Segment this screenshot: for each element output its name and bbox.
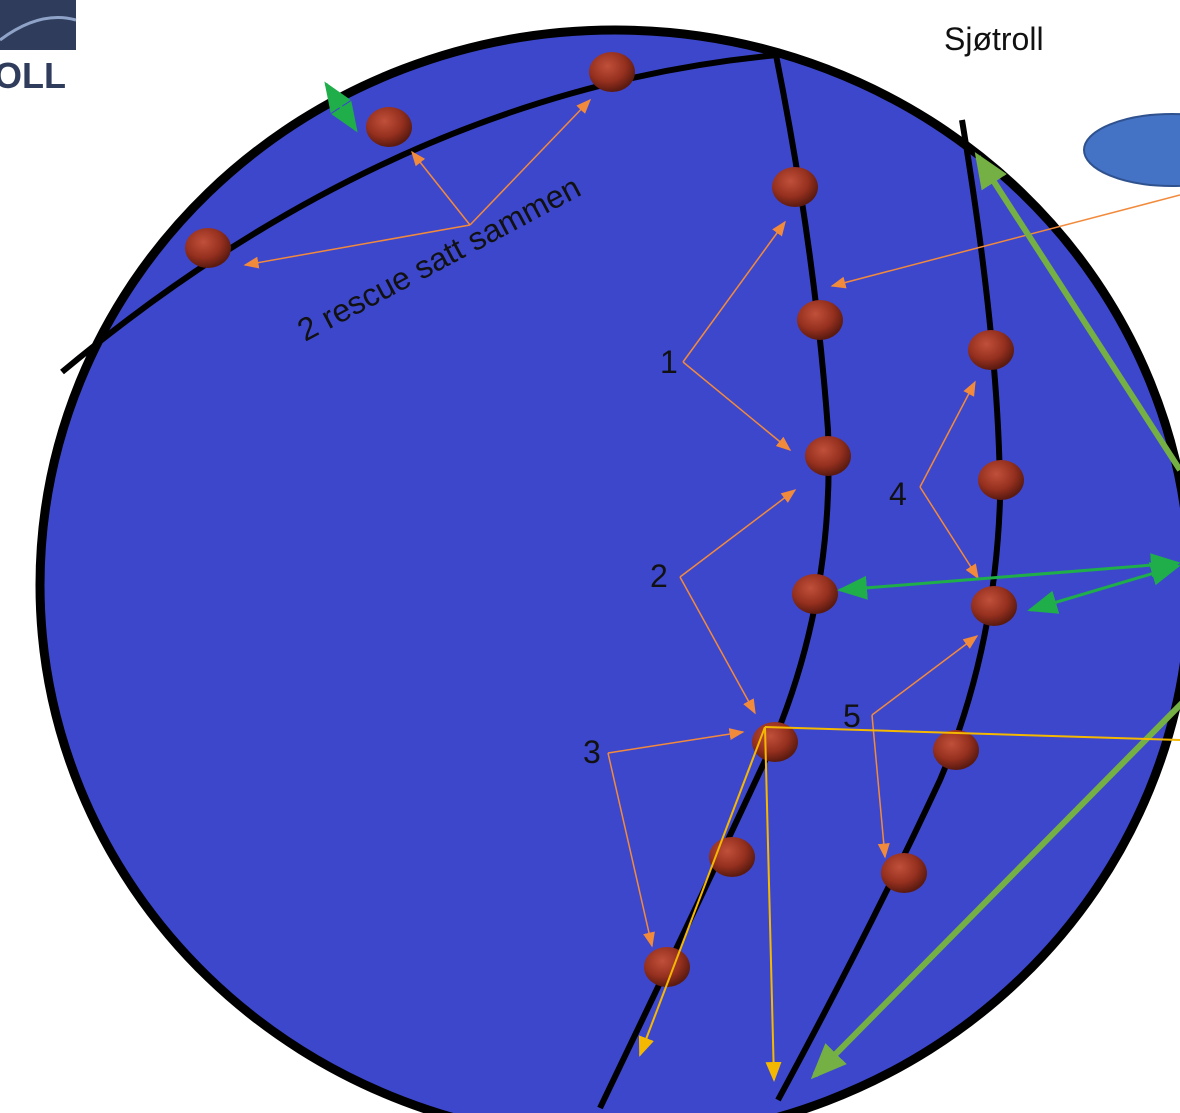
buoys <box>185 52 1024 987</box>
logo: OLL <box>0 0 77 96</box>
group-label: 3 <box>583 734 601 770</box>
group-label: 2 <box>650 558 668 594</box>
net-pen <box>35 25 1180 1113</box>
shape <box>1083 113 1180 187</box>
group-label: 1 <box>660 344 678 380</box>
group-label: 4 <box>889 476 907 512</box>
group-label: 5 <box>843 698 861 734</box>
pointer-arrows <box>243 81 1180 1082</box>
caption: Sjøtroll <box>944 21 1044 57</box>
logo-text: OLL <box>0 55 66 96</box>
